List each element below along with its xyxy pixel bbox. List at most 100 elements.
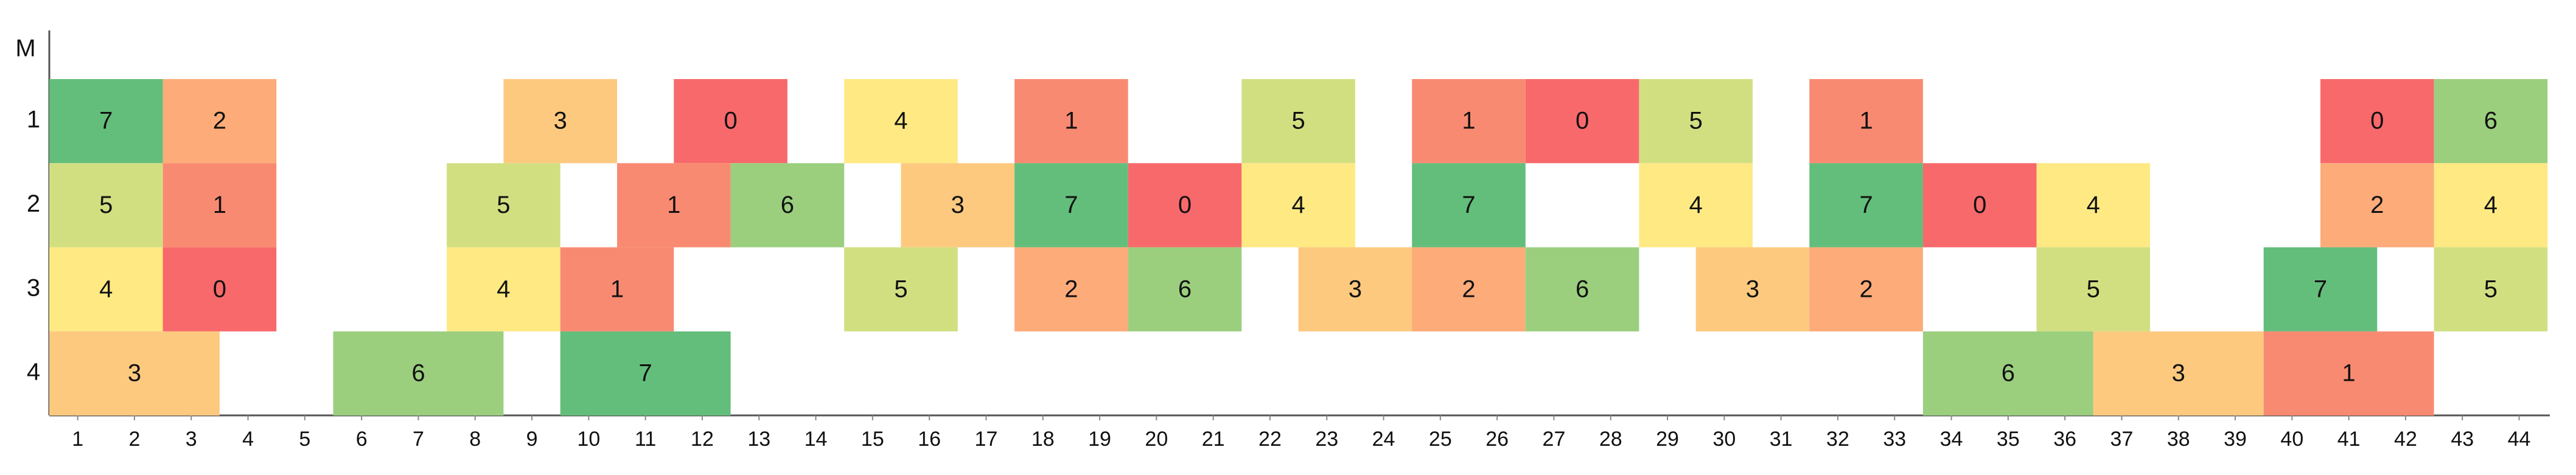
x-tick-label: 39 xyxy=(2224,428,2247,451)
cell-label: 1 xyxy=(1462,108,1475,134)
cell xyxy=(49,247,163,331)
x-tick-label: 20 xyxy=(1145,428,1168,451)
x-tick-label: 7 xyxy=(413,428,424,451)
cell-label: 4 xyxy=(2087,192,2100,218)
cell xyxy=(2434,163,2548,248)
x-tick-label: 23 xyxy=(1315,428,1338,451)
cell xyxy=(1809,79,1923,164)
x-tick-label: 30 xyxy=(1712,428,1736,451)
cell-label: 4 xyxy=(1689,192,1703,218)
cell-label: 5 xyxy=(497,192,510,218)
x-tick-label: 26 xyxy=(1485,428,1509,451)
y-tick-label: 2 xyxy=(27,190,40,217)
cell-label: 5 xyxy=(1291,108,1305,134)
x-tick-label: 9 xyxy=(526,428,538,451)
x-tick-label: 43 xyxy=(2451,428,2474,451)
cell xyxy=(1525,247,1639,331)
y-tick-label: 3 xyxy=(27,274,40,301)
cell xyxy=(49,79,163,164)
cell-label: 6 xyxy=(2484,108,2497,134)
cell xyxy=(2263,247,2378,331)
cell-label: 4 xyxy=(497,276,510,302)
cell xyxy=(1639,163,1753,248)
x-tick-label: 10 xyxy=(577,428,600,451)
cell xyxy=(1922,331,2093,416)
x-tick-label: 41 xyxy=(2337,428,2361,451)
cell-label: 5 xyxy=(2484,276,2497,302)
x-tick-label: 19 xyxy=(1088,428,1111,451)
cell-label: 4 xyxy=(1291,192,1305,218)
cell-label: 0 xyxy=(1576,108,1589,134)
x-tick-label: 32 xyxy=(1826,428,1849,451)
cell-label: 1 xyxy=(1064,108,1078,134)
cell xyxy=(162,79,277,164)
cell-label: 2 xyxy=(1064,276,1078,302)
y-tick-label: 1 xyxy=(27,106,40,133)
cell-label: 2 xyxy=(1462,276,1475,302)
cell xyxy=(1014,163,1128,248)
x-tick-label: 38 xyxy=(2167,428,2190,451)
cell xyxy=(1809,247,1923,331)
cell-label: 0 xyxy=(2370,108,2384,134)
x-tick-label: 25 xyxy=(1429,428,1452,451)
cell-label: 3 xyxy=(2172,360,2185,387)
cell xyxy=(1922,163,2037,248)
cell xyxy=(2434,247,2548,331)
cell-label: 0 xyxy=(724,108,737,134)
cell-label: 3 xyxy=(951,192,965,218)
cell-label: 1 xyxy=(610,276,624,302)
cell xyxy=(730,163,845,248)
x-tick-label: 40 xyxy=(2280,428,2303,451)
cell-label: 6 xyxy=(2002,360,2015,387)
x-tick-label: 27 xyxy=(1543,428,1566,451)
x-tick-label: 31 xyxy=(1770,428,1793,451)
cell xyxy=(49,163,163,248)
x-tick-label: 14 xyxy=(805,428,828,451)
cell-label: 2 xyxy=(2370,192,2384,218)
cell xyxy=(560,247,674,331)
x-tick-label: 11 xyxy=(635,428,656,451)
x-tick-label: 34 xyxy=(1940,428,1963,451)
x-tick-label: 2 xyxy=(128,428,140,451)
cell xyxy=(617,163,731,248)
cell-label: 7 xyxy=(1859,192,1873,218)
cell xyxy=(844,247,958,331)
cell xyxy=(49,331,220,416)
cell xyxy=(1525,79,1639,164)
cell xyxy=(1639,79,1753,164)
x-tick-label: 24 xyxy=(1372,428,1395,451)
x-tick-label: 35 xyxy=(1997,428,2020,451)
cell-label: 4 xyxy=(894,108,907,134)
cell-label: 7 xyxy=(1462,192,1475,218)
cell-label: 5 xyxy=(894,276,907,302)
cell-label: 1 xyxy=(1859,108,1873,134)
cell-label: 5 xyxy=(2087,276,2100,302)
cell xyxy=(1241,163,1355,248)
y-axis-label: M xyxy=(15,35,35,62)
x-tick-label: 4 xyxy=(242,428,254,451)
cell-label: 0 xyxy=(1973,192,1986,218)
cell-label: 1 xyxy=(2342,360,2356,387)
cell xyxy=(1695,247,1810,331)
cell xyxy=(1809,163,1923,248)
cell-label: 3 xyxy=(1349,276,1362,302)
y-tick-label: 4 xyxy=(27,359,40,386)
cell xyxy=(1412,79,1526,164)
cell-label: 6 xyxy=(1576,276,1589,302)
cell xyxy=(1412,247,1526,331)
x-tick-label: 12 xyxy=(691,428,714,451)
cell-label: 6 xyxy=(781,192,794,218)
x-tick-label: 17 xyxy=(975,428,998,451)
cell-label: 4 xyxy=(2484,192,2497,218)
cell xyxy=(1241,79,1355,164)
cell-label: 1 xyxy=(667,192,680,218)
x-tick-label: 13 xyxy=(747,428,770,451)
x-tick-label: 44 xyxy=(2508,428,2531,451)
x-tick-label: 33 xyxy=(1883,428,1906,451)
cell xyxy=(2263,331,2434,416)
cell xyxy=(447,247,560,331)
cell-label: 6 xyxy=(1178,276,1192,302)
x-tick-label: 36 xyxy=(2053,428,2076,451)
x-tick-label: 29 xyxy=(1656,428,1679,451)
